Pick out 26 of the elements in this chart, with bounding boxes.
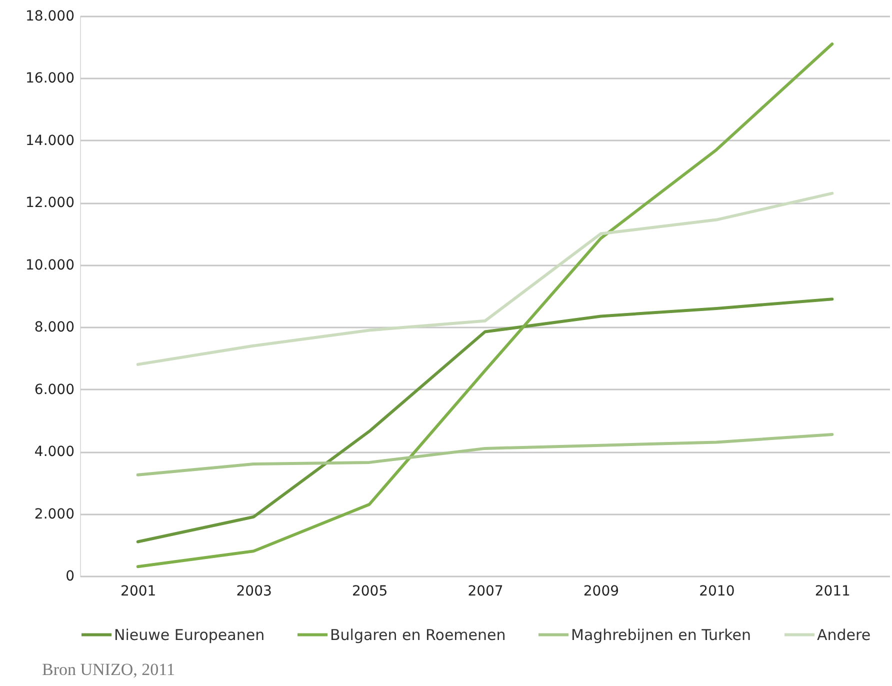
line-series (136, 192, 834, 366)
y-tick-label: 18.000 (26, 8, 74, 24)
line-series (136, 42, 834, 568)
legend-label: Bulgaren en Roemenen (330, 626, 506, 644)
y-tick-label: 4.000 (34, 444, 74, 460)
x-tick-label: 2003 (236, 584, 272, 600)
legend-label: Nieuwe Europeanen (114, 626, 265, 644)
x-tick-label: 2005 (352, 584, 388, 600)
x-tick-label: 2001 (120, 584, 156, 600)
line-series (136, 432, 834, 476)
y-tick-label: 10.000 (26, 257, 74, 274)
line-series (136, 298, 834, 544)
y-tick-label: 0 (66, 568, 74, 584)
y-tick-label: 2.000 (34, 506, 74, 522)
x-tick-label: 2007 (468, 584, 504, 600)
x-tick-label: 2010 (699, 584, 735, 600)
y-tick-label: 8.000 (34, 320, 74, 336)
x-tick-label: 2009 (583, 584, 620, 600)
y-tick-label: 6.000 (34, 382, 74, 398)
text: Bron UNIZO, 2011 (42, 660, 175, 679)
y-tick-label: 14.000 (26, 132, 74, 149)
y-tick-label: 16.000 (26, 70, 74, 87)
y-tick-label: 12.000 (26, 195, 74, 212)
legend-label: Andere (817, 626, 871, 644)
x-tick-label: 2011 (814, 584, 850, 600)
legend-label: Maghrebijnen en Turken (571, 626, 752, 644)
